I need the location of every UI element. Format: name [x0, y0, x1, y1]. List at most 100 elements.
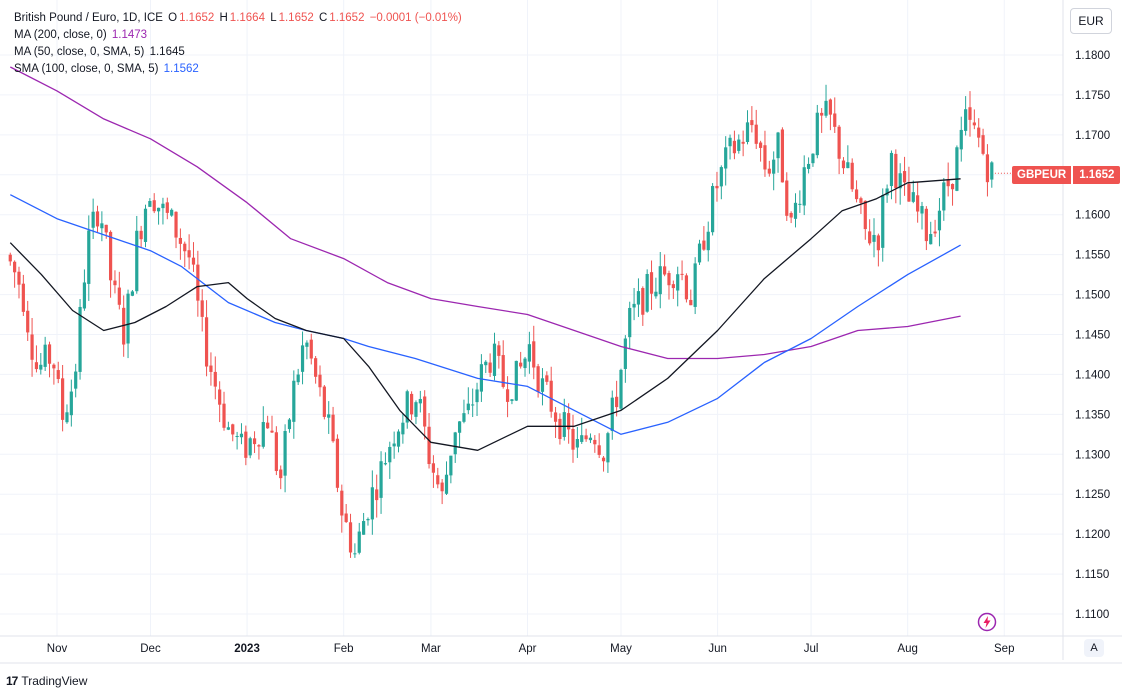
candle-body — [527, 344, 531, 362]
candle-body — [889, 152, 894, 187]
candle-body — [423, 396, 427, 427]
price-tick-label: 1.1150 — [1075, 569, 1109, 581]
legend-ma200[interactable]: MA (200, close, 0) 1.1473 — [14, 27, 464, 44]
candle-body — [239, 433, 244, 438]
candle-body — [113, 280, 117, 286]
candle-body — [654, 291, 658, 297]
candle-body — [401, 422, 405, 435]
candle-body — [514, 360, 518, 401]
price-tag-symbol: GBPEUR — [1012, 166, 1072, 184]
candle-body — [488, 362, 492, 373]
candle-body — [758, 142, 763, 148]
flash-icon[interactable] — [977, 612, 997, 632]
candle-body — [501, 355, 505, 387]
candle-body — [510, 399, 514, 401]
candle-body — [156, 207, 161, 212]
candle-body — [540, 378, 545, 392]
candle-body — [789, 212, 793, 218]
candle-body — [924, 208, 928, 242]
candle-body — [959, 129, 963, 150]
tradingview-branding[interactable]: 17 TradingView — [6, 674, 87, 688]
candle-body — [344, 513, 348, 523]
candle-body — [946, 179, 950, 187]
candle-body — [972, 122, 976, 126]
candles-layer — [8, 84, 994, 558]
candle-body — [440, 482, 444, 492]
candle-body — [91, 211, 95, 228]
candle-body — [955, 147, 959, 191]
candle-body — [279, 469, 283, 479]
candle-body — [732, 140, 737, 154]
candle-body — [977, 127, 981, 138]
candle-body — [671, 284, 675, 289]
candle-body — [152, 200, 156, 212]
price-tick-label: 1.1400 — [1075, 369, 1110, 381]
candle-body — [244, 431, 248, 458]
candle-body — [257, 445, 261, 447]
close-value: 1.1652 — [329, 12, 365, 24]
candle-body — [61, 378, 65, 420]
tradingview-logo-icon: 17 — [6, 674, 18, 688]
price-tick-label: 1.1550 — [1075, 250, 1110, 262]
candle-body — [885, 188, 889, 196]
candle-body — [170, 209, 174, 216]
candle-body — [78, 306, 82, 372]
candle-body — [362, 521, 366, 535]
candle-body — [606, 433, 610, 463]
candle-body — [300, 345, 305, 372]
candle-body — [296, 374, 300, 383]
candle-body — [148, 201, 152, 207]
candle-body — [623, 338, 627, 369]
candle-body — [453, 432, 457, 455]
candle-body — [802, 167, 806, 206]
candle-body — [567, 413, 571, 430]
candle-body — [95, 211, 100, 227]
candle-body — [833, 113, 837, 127]
candle-body — [628, 307, 632, 338]
auto-scale-button[interactable]: A — [1084, 639, 1104, 657]
candle-body — [143, 208, 148, 242]
candle-body — [492, 343, 497, 376]
candle-body — [56, 370, 60, 379]
candle-body — [689, 299, 693, 306]
candle-body — [872, 234, 876, 242]
candle-body — [479, 364, 483, 392]
candle-body — [667, 273, 671, 286]
candle-body — [309, 339, 313, 359]
candle-body — [549, 380, 553, 412]
candle-body — [950, 183, 955, 190]
ma50-value: 1.1645 — [149, 46, 185, 58]
candle-body — [776, 132, 780, 159]
candle-body — [405, 391, 409, 423]
candle-body — [191, 257, 196, 265]
candle-body — [357, 531, 361, 553]
candle-body — [824, 100, 828, 116]
candle-body — [676, 274, 680, 291]
candle-body — [65, 412, 69, 423]
candle-body — [519, 362, 523, 367]
candle-body — [933, 231, 937, 234]
candle-body — [74, 371, 78, 389]
candle-body — [750, 120, 754, 126]
candle-body — [658, 266, 662, 295]
candle-body — [52, 364, 56, 369]
candle-body — [375, 489, 379, 501]
legend-sma100[interactable]: SMA (100, close, 0, SMA, 5) 1.1562 — [14, 61, 464, 78]
candle-body — [82, 282, 87, 309]
candle-body — [780, 129, 785, 183]
candle-body — [828, 99, 832, 115]
currency-button[interactable]: EUR — [1070, 8, 1112, 34]
candle-body — [815, 112, 819, 156]
candle-body — [920, 206, 924, 214]
candle-body — [462, 413, 466, 422]
legend-ma50[interactable]: MA (50, close, 0, SMA, 5) 1.1645 — [14, 44, 464, 61]
candle-body — [841, 160, 846, 169]
price-tick-label: 1.1100 — [1075, 609, 1109, 621]
candle-body — [837, 126, 841, 159]
candle-body — [135, 230, 139, 292]
candle-body — [34, 362, 39, 370]
candle-body — [457, 421, 462, 433]
candle-body — [584, 435, 588, 440]
candle-body — [737, 139, 741, 151]
